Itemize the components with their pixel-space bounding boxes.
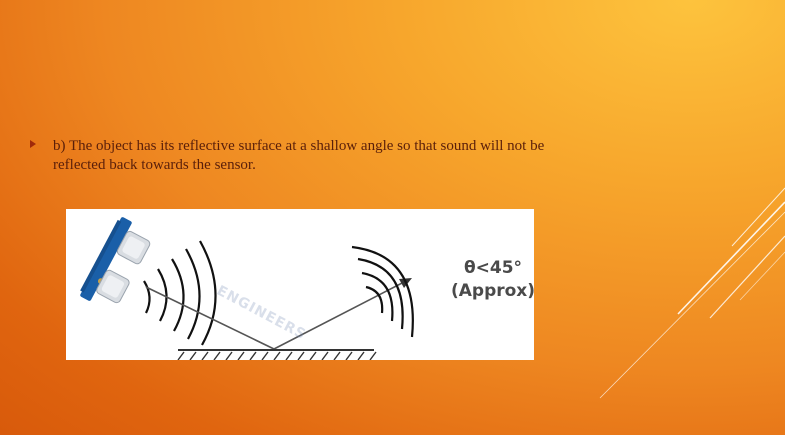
reflection-diagram: ENGINEERS θ<45° (Approx) [66,209,534,360]
angle-label: θ<45° (Approx) [448,257,534,303]
angle-value: θ<45° [463,258,523,278]
bullet-arrow-icon [30,140,36,148]
angle-note: (Approx) [450,281,534,301]
bullet-item: b) The object has its reflective surface… [30,137,590,175]
bullet-text: b) The object has its reflective surface… [53,138,545,173]
diagram-graphic [80,217,414,360]
reflected-waves-icon [351,245,414,338]
ground-surface [177,349,377,360]
incident-ray [145,286,275,350]
reflected-ray [273,280,407,350]
ultrasonic-sensor-icon [80,217,151,304]
emitted-waves-icon [143,240,217,346]
